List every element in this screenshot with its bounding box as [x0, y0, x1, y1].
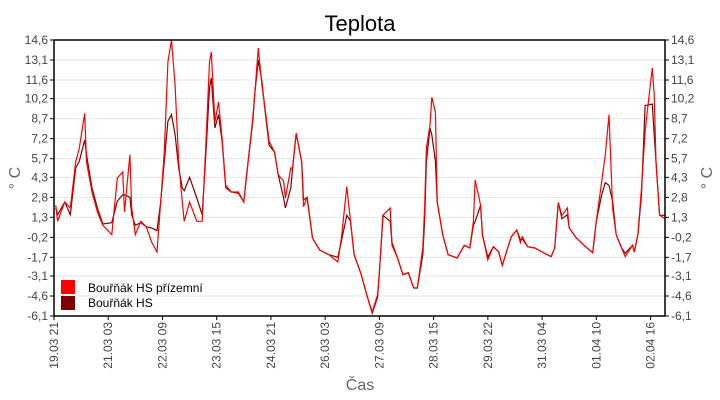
y-tick-label-right: -4,6	[671, 289, 692, 303]
x-tick-label: 19.03 21	[47, 322, 61, 369]
x-tick-label: 22.03 09	[155, 322, 169, 369]
series-lines	[55, 39, 666, 316]
y-tick-label-right: 4,3	[671, 170, 688, 184]
x-tick-label: 29.03 22	[481, 322, 495, 369]
y-tick-label: 5,7	[31, 152, 48, 166]
y-tick-label: -6,1	[27, 309, 48, 323]
y-axis-label-left: ° C	[7, 167, 24, 189]
legend: Bouřňák HS přízemní Bouřňák HS	[61, 280, 203, 310]
y-tick-label: 7,2	[31, 132, 48, 146]
legend-swatch-hs	[61, 296, 75, 310]
y-tick-label-right: 1,3	[671, 210, 688, 224]
y-tick-label: 10,2	[25, 92, 49, 106]
y-tick-label: 4,3	[31, 170, 48, 184]
y-tick-label-right: 5,7	[671, 152, 688, 166]
y-ticks-left: 14,6 13,1 11,6 10,2 8,7 7,2 5,7 4,3 2,8 1,3 -0,2 -1…	[25, 33, 54, 323]
y-tick-label-right: 14,6	[671, 33, 695, 47]
y-tick-label: -0,2	[27, 230, 48, 244]
plot-frame	[53, 39, 666, 317]
y-tick-label: 2,8	[31, 190, 48, 204]
x-tick-label: 26.03 03	[318, 322, 332, 369]
gridlines	[54, 39, 665, 317]
y-tick-label: 13,1	[25, 53, 49, 67]
y-tick-label-right: 7,2	[671, 132, 688, 146]
y-tick-label-right: -0,2	[671, 230, 692, 244]
y-tick-label: 11,6	[26, 73, 49, 87]
series-line-prizemni	[55, 39, 666, 314]
x-tick-label: 31.03 04	[535, 322, 549, 369]
legend-label-hs: Bouřňák HS	[88, 296, 153, 310]
series-line-hs	[55, 59, 665, 316]
x-tick-label: 23.03 15	[210, 322, 224, 369]
x-tick-label: 24.03 21	[264, 322, 278, 369]
x-tick-label: 27.03 09	[372, 322, 386, 369]
y-tick-label: 1,3	[31, 210, 48, 224]
y-axis-label-right: ° C	[699, 167, 716, 189]
legend-label-prizemni: Bouřňák HS přízemní	[88, 281, 203, 295]
y-tick-label-right: -6,1	[671, 309, 692, 323]
y-tick-label: -3,1	[27, 269, 48, 283]
y-tick-label: -1,7	[27, 250, 48, 264]
legend-swatch-prizemni	[61, 280, 75, 294]
y-tick-label-right: -3,1	[671, 269, 692, 283]
x-tick-label: 02.04 16	[644, 322, 658, 369]
y-tick-label-right: 8,7	[671, 112, 688, 126]
y-tick-label-right: 10,2	[671, 92, 695, 106]
x-ticks: 19.03 21 21.03 03 22.03 09 23.03 15 24.03 21…	[47, 316, 658, 369]
y-tick-label-right: 2,8	[671, 190, 688, 204]
x-tick-label: 28.03 15	[427, 322, 441, 369]
y-tick-label: 14,6	[25, 33, 49, 47]
y-tick-label-right: 13,1	[671, 53, 695, 67]
chart-title: Teplota	[325, 11, 397, 36]
y-tick-label-right: -1,7	[671, 250, 692, 264]
y-tick-label-right: 11,6	[671, 73, 694, 87]
x-tick-label: 21.03 03	[101, 322, 115, 369]
y-ticks-right: 14,6 13,1 11,6 10,2 8,7 7,2 5,7 4,3 2,8 1,3 -0,2 -1…	[665, 33, 695, 323]
y-tick-label: -4,6	[27, 289, 48, 303]
y-tick-label: 8,7	[31, 112, 48, 126]
x-tick-label: 01.04 10	[589, 322, 603, 369]
x-axis-label: Čas	[346, 375, 374, 394]
